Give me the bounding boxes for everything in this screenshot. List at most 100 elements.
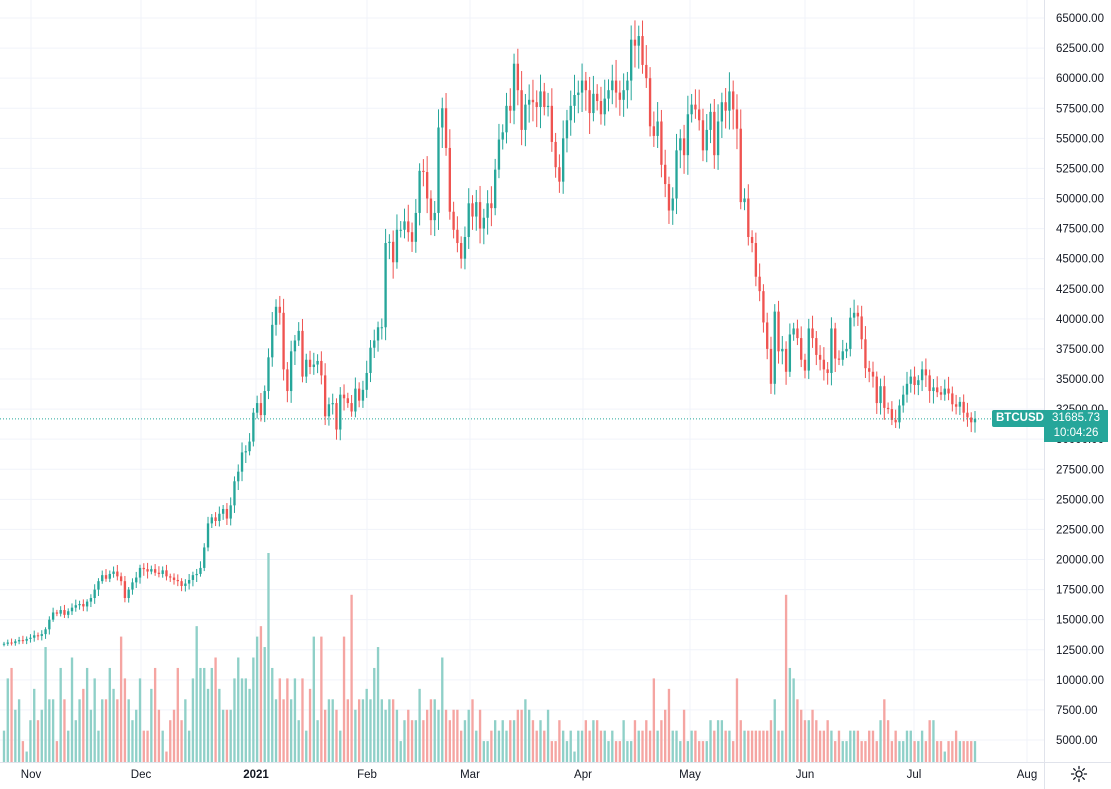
candle-body bbox=[890, 409, 894, 420]
volume-bar bbox=[33, 688, 36, 762]
volume-bar bbox=[713, 730, 716, 762]
volume-bar bbox=[577, 730, 580, 762]
volume-bar bbox=[444, 709, 448, 762]
volume-bar bbox=[146, 730, 149, 762]
candle-body bbox=[641, 36, 644, 65]
volume-bar bbox=[403, 720, 406, 762]
volume-bar bbox=[467, 709, 470, 762]
volume-bar bbox=[701, 741, 705, 762]
price-tick-label: 22500.00 bbox=[1056, 524, 1104, 536]
candle-body bbox=[497, 139, 501, 170]
candle-body bbox=[59, 610, 62, 614]
volume-bar bbox=[569, 730, 572, 762]
candle-body bbox=[580, 80, 584, 93]
volume-bar bbox=[354, 709, 357, 762]
candle-body bbox=[161, 570, 164, 574]
volume-bar bbox=[871, 730, 875, 762]
candle-body bbox=[407, 221, 410, 233]
candle-body bbox=[82, 604, 85, 607]
volume-bar bbox=[622, 720, 625, 762]
volume-bar bbox=[841, 741, 844, 762]
volume-bar bbox=[21, 741, 25, 762]
candle-body bbox=[142, 567, 145, 570]
candle-body bbox=[743, 198, 746, 203]
candle-body bbox=[48, 619, 51, 630]
volume-bar bbox=[588, 730, 591, 762]
volume-bar bbox=[97, 730, 100, 762]
candle-body bbox=[614, 80, 618, 93]
candle-body bbox=[546, 105, 550, 108]
volume-bar bbox=[671, 730, 674, 762]
price-axis[interactable]: 65000.00 62500.00 60000.00 57500.00 55000.00… bbox=[1044, 0, 1104, 789]
candle-body bbox=[112, 571, 115, 574]
candle-body bbox=[954, 404, 958, 407]
candle-body bbox=[410, 232, 414, 242]
candle-body bbox=[516, 63, 520, 91]
volume-bar bbox=[278, 678, 281, 762]
candle-body bbox=[577, 92, 580, 96]
volume-bar bbox=[807, 720, 810, 762]
volume-bar bbox=[886, 720, 890, 762]
volume-bar bbox=[339, 730, 342, 762]
volume-bar bbox=[611, 730, 614, 762]
volume-bar bbox=[739, 720, 742, 762]
candle-body bbox=[932, 387, 935, 392]
volume-bar bbox=[501, 720, 504, 762]
candle-body bbox=[815, 338, 818, 355]
volume-bar bbox=[165, 751, 168, 762]
candle-body bbox=[459, 243, 463, 259]
candle-body bbox=[652, 126, 656, 136]
candle-body bbox=[369, 347, 372, 373]
volume-bar bbox=[119, 636, 123, 762]
settings-button[interactable] bbox=[1066, 762, 1092, 786]
candle-body bbox=[346, 398, 349, 404]
candle-body bbox=[482, 217, 486, 229]
candle-body bbox=[694, 104, 697, 110]
candle-body bbox=[108, 573, 111, 579]
candle-body bbox=[667, 184, 671, 211]
volume-bar bbox=[410, 720, 414, 762]
candle-body bbox=[486, 203, 489, 218]
volume-bar bbox=[584, 720, 588, 762]
volume-bar bbox=[524, 699, 527, 762]
candle-body bbox=[297, 330, 300, 341]
volume-bar bbox=[724, 730, 727, 762]
volume-bar bbox=[947, 741, 950, 762]
candle-body bbox=[6, 642, 9, 644]
candle-body bbox=[701, 120, 705, 151]
candle-body bbox=[747, 198, 750, 238]
candle-body bbox=[85, 601, 89, 607]
time-tick-label: Mar bbox=[460, 769, 480, 781]
candle-body bbox=[962, 401, 965, 413]
volume-bar bbox=[973, 741, 977, 762]
candle-body bbox=[191, 575, 195, 580]
candle-body bbox=[490, 203, 493, 209]
candle-body bbox=[951, 393, 954, 405]
volume-bar bbox=[369, 699, 372, 762]
volume-bar bbox=[660, 720, 663, 762]
volume-bar bbox=[206, 688, 210, 762]
volume-bar bbox=[131, 720, 134, 762]
candle-body bbox=[422, 170, 425, 173]
candle-body bbox=[754, 243, 758, 277]
candle-body bbox=[305, 359, 308, 377]
candle-body bbox=[902, 394, 905, 406]
price-tick-label: 12500.00 bbox=[1056, 645, 1104, 657]
volume-bar bbox=[112, 688, 115, 762]
candle-body bbox=[841, 351, 844, 360]
candle-body bbox=[679, 138, 682, 151]
volume-bar bbox=[478, 709, 482, 762]
volume-bar bbox=[531, 720, 535, 762]
candle-body bbox=[826, 369, 829, 373]
candle-body bbox=[807, 328, 810, 371]
candle-body bbox=[335, 403, 338, 430]
candle-body bbox=[690, 104, 693, 115]
time-axis[interactable]: Nov Dec 2021 Feb Mar Apr May Jun Jul Aug bbox=[0, 762, 1111, 782]
volume-bar bbox=[845, 741, 848, 762]
candle-body bbox=[905, 383, 909, 395]
candle-body bbox=[686, 114, 690, 156]
volume-bar bbox=[943, 751, 946, 762]
volume-bar bbox=[263, 647, 266, 762]
volume-bar bbox=[407, 709, 410, 762]
